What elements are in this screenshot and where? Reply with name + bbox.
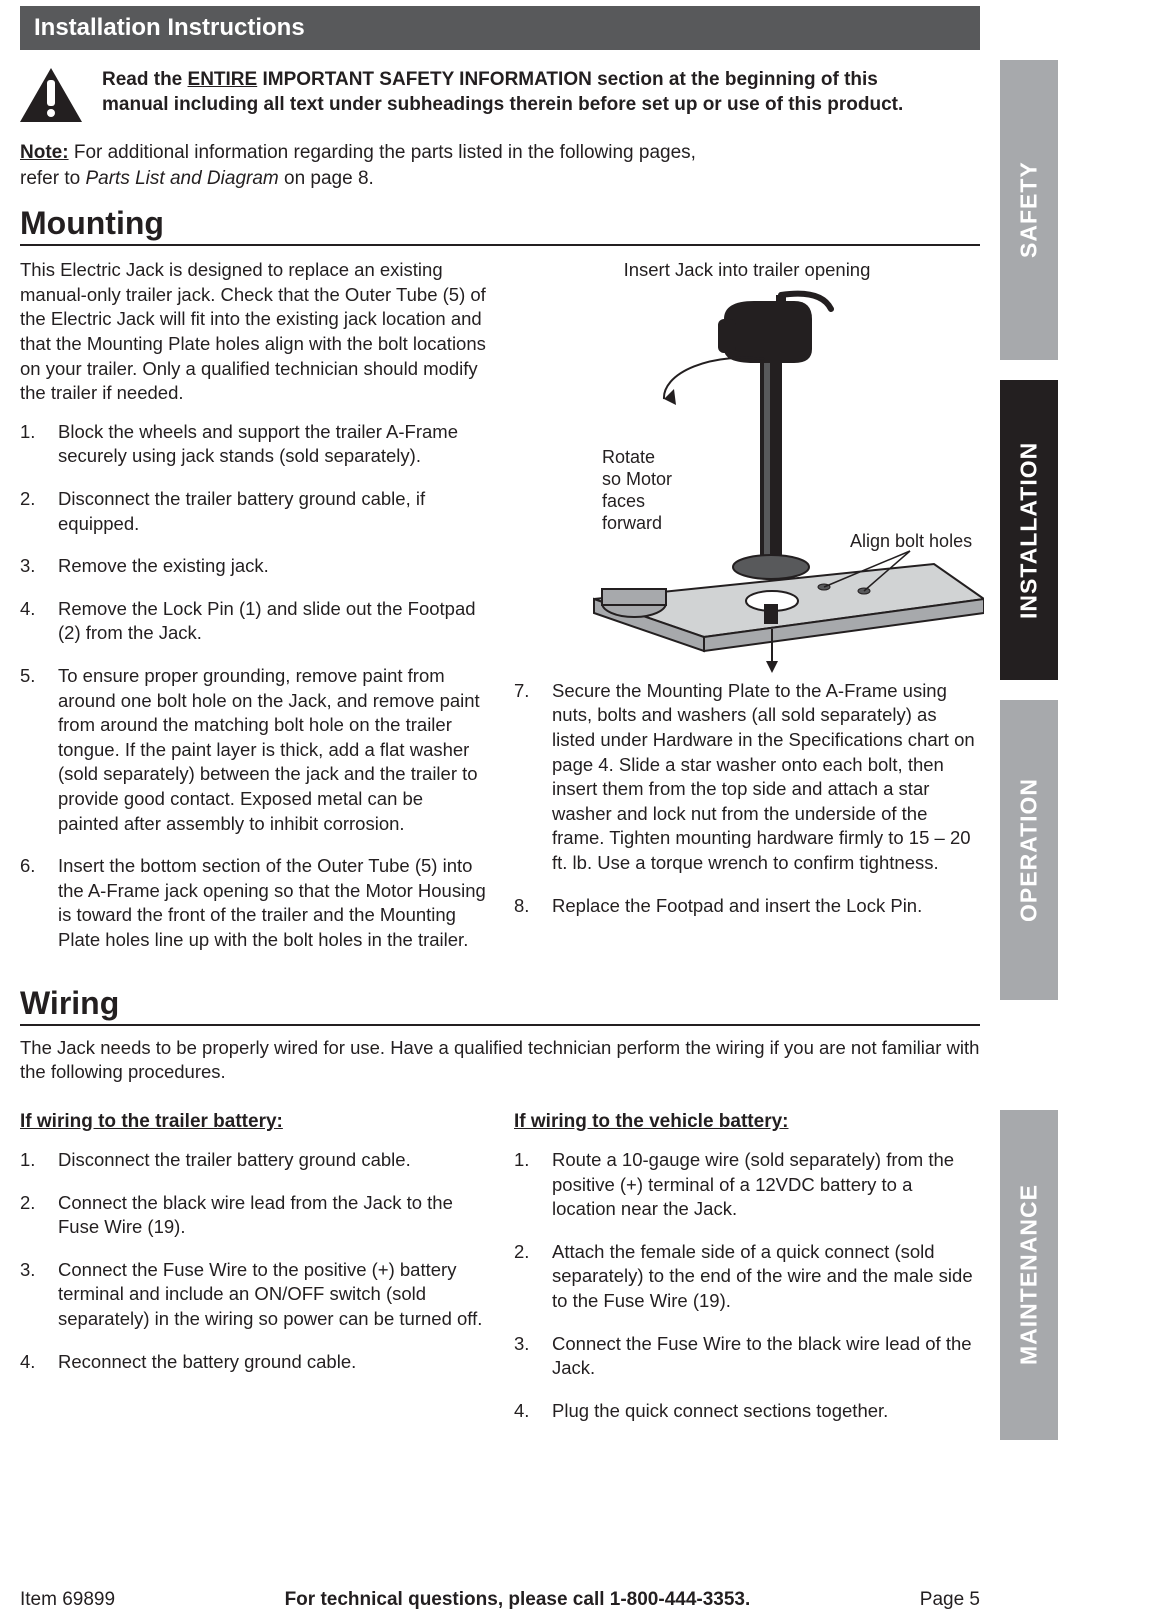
page-footer: Item 69899 For technical questions, plea… bbox=[20, 1589, 980, 1611]
wiring-intro: The Jack needs to be properly wired for … bbox=[20, 1036, 980, 1085]
wiring-vehicle-steps: Route a 10-gauge wire (sold separately) … bbox=[514, 1148, 980, 1423]
mounting-intro: This Electric Jack is designed to replac… bbox=[20, 258, 486, 406]
footer-item-number: Item 69899 bbox=[20, 1589, 115, 1611]
list-item: Remove the Lock Pin (1) and slide out th… bbox=[20, 597, 486, 646]
text: manual including all text under subheadi… bbox=[102, 94, 903, 115]
mounting-heading: Mounting bbox=[20, 205, 980, 246]
wiring-vehicle-column: If wiring to the vehicle battery: Route … bbox=[514, 1109, 980, 1442]
list-item: Connect the Fuse Wire to the black wire … bbox=[514, 1332, 980, 1381]
tab-safety[interactable]: SAFETY bbox=[1000, 60, 1058, 360]
list-item: Connect the Fuse Wire to the positive (+… bbox=[20, 1258, 486, 1332]
page-content: Installation Instructions Read the ENTIR… bbox=[20, 0, 980, 1441]
wiring-heading: Wiring bbox=[20, 985, 980, 1026]
text: Parts List and Diagram bbox=[85, 168, 278, 189]
safety-warning-block: Read the ENTIRE IMPORTANT SAFETY INFORMA… bbox=[20, 68, 980, 122]
mounting-columns: This Electric Jack is designed to replac… bbox=[20, 258, 980, 970]
mounting-steps-right: Secure the Mounting Plate to the A-Frame… bbox=[514, 679, 980, 918]
diagram-label: Rotate so Motor faces forward bbox=[602, 447, 677, 533]
jack-diagram-svg: Rotate so Motor faces forward Align bolt… bbox=[514, 289, 984, 679]
list-item: Disconnect the trailer battery ground ca… bbox=[20, 487, 486, 536]
text: For additional information regarding the… bbox=[69, 142, 696, 163]
note-label: Note: bbox=[20, 142, 69, 163]
mounting-left-column: This Electric Jack is designed to replac… bbox=[20, 258, 486, 970]
list-item: Remove the existing jack. bbox=[20, 554, 486, 579]
wiring-trailer-steps: Disconnect the trailer battery ground ca… bbox=[20, 1148, 486, 1374]
note-paragraph: Note: For additional information regardi… bbox=[20, 140, 980, 191]
wiring-vehicle-title: If wiring to the vehicle battery: bbox=[514, 1109, 980, 1134]
wiring-trailer-title: If wiring to the trailer battery: bbox=[20, 1109, 486, 1134]
text: Read the bbox=[102, 69, 188, 90]
text: IMPORTANT SAFETY INFORMATION section at … bbox=[257, 69, 878, 90]
warning-triangle-icon bbox=[20, 68, 82, 122]
list-item: To ensure proper grounding, remove paint… bbox=[20, 664, 486, 836]
mounting-steps-left: Block the wheels and support the trailer… bbox=[20, 420, 486, 953]
diagram-caption: Insert Jack into trailer opening bbox=[514, 258, 980, 283]
tab-installation[interactable]: INSTALLATION bbox=[1000, 380, 1058, 680]
mounting-right-column: Insert Jack into trailer opening bbox=[514, 258, 980, 970]
warning-text: Read the ENTIRE IMPORTANT SAFETY INFORMA… bbox=[102, 68, 903, 117]
wiring-trailer-column: If wiring to the trailer battery: Discon… bbox=[20, 1109, 486, 1442]
footer-page-number: Page 5 bbox=[920, 1589, 980, 1611]
list-item: Insert the bottom section of the Outer T… bbox=[20, 854, 486, 952]
footer-support-phone: For technical questions, please call 1-8… bbox=[285, 1589, 751, 1611]
jack-diagram: Rotate so Motor faces forward Align bolt… bbox=[514, 289, 980, 679]
list-item: Route a 10-gauge wire (sold separately) … bbox=[514, 1148, 980, 1222]
list-item: Secure the Mounting Plate to the A-Frame… bbox=[514, 679, 980, 876]
list-item: Disconnect the trailer battery ground ca… bbox=[20, 1148, 486, 1173]
text: ENTIRE bbox=[188, 69, 258, 90]
wiring-columns: If wiring to the trailer battery: Discon… bbox=[20, 1109, 980, 1442]
list-item: Attach the female side of a quick connec… bbox=[514, 1240, 980, 1314]
text: refer to bbox=[20, 168, 85, 189]
section-header-bar: Installation Instructions bbox=[20, 6, 980, 50]
list-item: Plug the quick connect sections together… bbox=[514, 1399, 980, 1424]
text: on page 8. bbox=[279, 168, 374, 189]
list-item: Reconnect the battery ground cable. bbox=[20, 1350, 486, 1375]
list-item: Replace the Footpad and insert the Lock … bbox=[514, 894, 980, 919]
list-item: Connect the black wire lead from the Jac… bbox=[20, 1191, 486, 1240]
tab-operation[interactable]: OPERATION bbox=[1000, 700, 1058, 1000]
diagram-label: Align bolt holes bbox=[850, 531, 972, 551]
list-item: Block the wheels and support the trailer… bbox=[20, 420, 486, 469]
tab-maintenance[interactable]: MAINTENANCE bbox=[1000, 1110, 1058, 1440]
